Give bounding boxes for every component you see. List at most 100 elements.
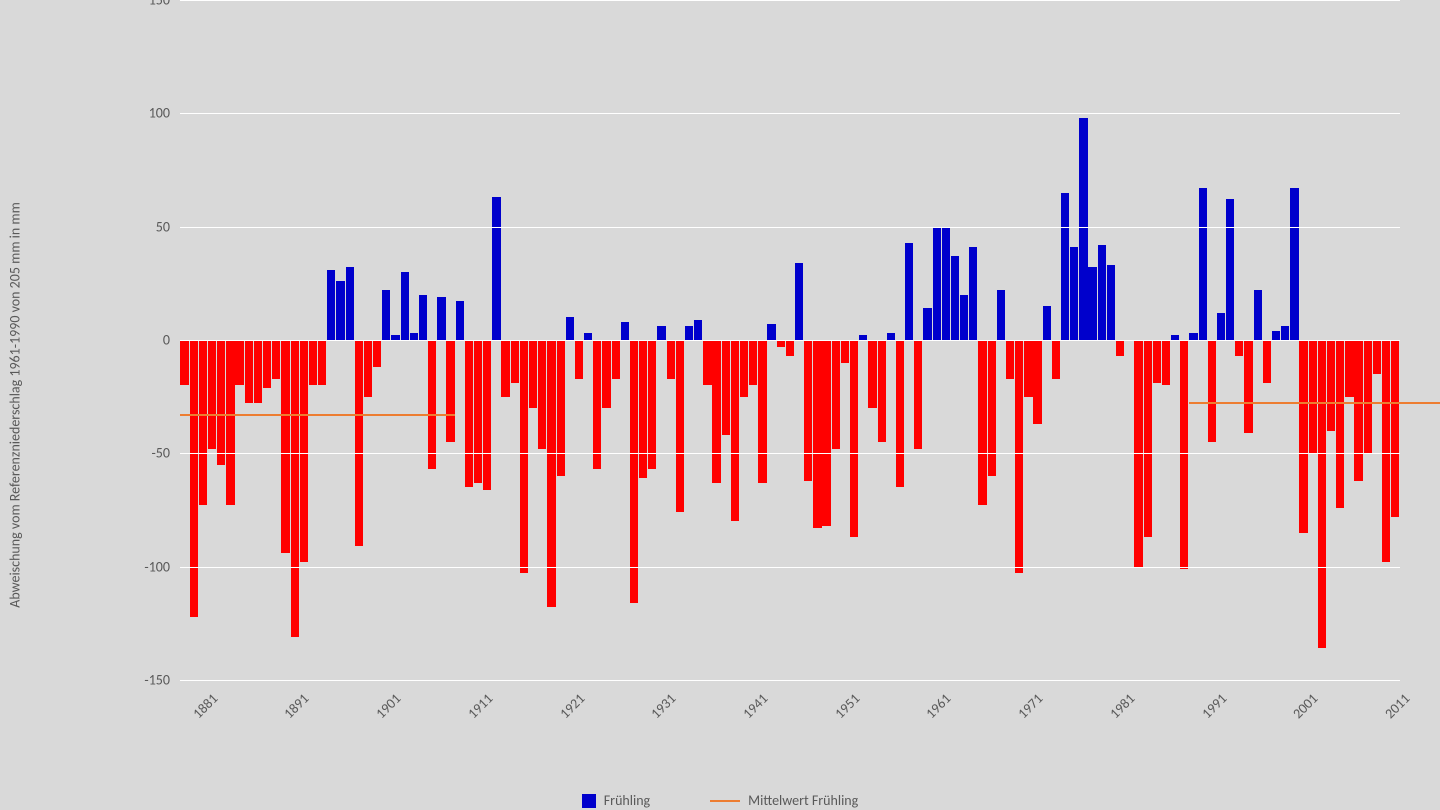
bar <box>712 340 720 483</box>
y-tick-label: 100 <box>149 105 170 122</box>
bar <box>612 340 620 379</box>
bar <box>914 340 922 449</box>
bar <box>804 340 812 481</box>
bar <box>951 256 959 340</box>
bar <box>694 320 702 340</box>
bar <box>520 340 528 573</box>
legend-label-ref: Mittelwert Frühling <box>748 792 858 809</box>
bar <box>373 340 381 367</box>
bar <box>1226 199 1234 340</box>
bar <box>1373 340 1381 374</box>
x-tick-label: 1941 <box>739 690 771 722</box>
bar <box>300 340 308 562</box>
bar <box>1116 340 1124 356</box>
gridline <box>180 567 1400 568</box>
bar <box>1235 340 1243 356</box>
bar <box>401 272 409 340</box>
bar <box>722 340 730 435</box>
bar <box>1061 193 1069 340</box>
bar <box>1006 340 1014 379</box>
bar <box>923 308 931 340</box>
legend-item-series: Frühling <box>582 792 650 809</box>
y-tick-label: 50 <box>156 218 170 235</box>
legend-swatch-series <box>582 794 596 808</box>
bar <box>786 340 794 356</box>
bar <box>566 317 574 340</box>
bar <box>850 340 858 537</box>
bar <box>199 340 207 505</box>
bar <box>657 326 665 340</box>
bar <box>1189 333 1197 340</box>
bar <box>1217 313 1225 340</box>
bar <box>575 340 583 379</box>
bar <box>1208 340 1216 442</box>
bar <box>1263 340 1271 383</box>
reference-mean-line <box>180 414 455 416</box>
bar <box>942 227 950 340</box>
bar <box>364 340 372 397</box>
x-tick-label: 1991 <box>1198 690 1230 722</box>
bar <box>813 340 821 528</box>
x-tick-label: 1901 <box>372 690 404 722</box>
plot-area <box>180 0 1400 680</box>
bar <box>419 295 427 340</box>
bar <box>208 340 216 449</box>
y-tick-label: -150 <box>144 672 170 689</box>
x-tick-label: 1911 <box>464 690 496 722</box>
bar <box>180 340 188 385</box>
bar <box>685 326 693 340</box>
bar <box>731 340 739 521</box>
bar <box>1052 340 1060 379</box>
bar <box>822 340 830 526</box>
bar <box>492 197 500 340</box>
bar <box>272 340 280 379</box>
bar <box>1327 340 1335 431</box>
bar <box>1364 340 1372 453</box>
bar <box>1024 340 1032 397</box>
bar <box>511 340 519 383</box>
bar <box>1336 340 1344 508</box>
bar <box>978 340 986 505</box>
bar <box>1180 340 1188 569</box>
bar <box>905 243 913 340</box>
bar <box>1345 340 1353 397</box>
bar <box>1254 290 1262 340</box>
bar <box>1107 265 1115 340</box>
bar <box>1272 331 1280 340</box>
bar <box>1079 118 1087 340</box>
y-tick-label: 150 <box>149 0 170 9</box>
x-tick-label: 2011 <box>1381 690 1413 722</box>
bar <box>291 340 299 637</box>
bar <box>1153 340 1161 383</box>
bar <box>740 340 748 397</box>
bar <box>309 340 317 385</box>
y-tick-label: -100 <box>144 558 170 575</box>
x-tick-label: 1881 <box>189 690 221 722</box>
bar <box>501 340 509 397</box>
bar <box>758 340 766 483</box>
legend-item-ref: Mittelwert Frühling <box>710 792 858 809</box>
y-tick-label: 0 <box>163 332 170 349</box>
bar <box>437 297 445 340</box>
bar <box>410 333 418 340</box>
bar <box>667 340 675 379</box>
legend: Frühling Mittelwert Frühling <box>0 792 1440 809</box>
bar <box>1299 340 1307 533</box>
bar <box>749 340 757 385</box>
bar <box>483 340 491 490</box>
bar <box>777 340 785 347</box>
gridline <box>180 340 1400 341</box>
bar <box>841 340 849 363</box>
bar <box>1309 340 1317 453</box>
bar <box>245 340 253 403</box>
bar <box>933 227 941 340</box>
bar <box>281 340 289 553</box>
bar <box>254 340 262 403</box>
bar <box>648 340 656 469</box>
reference-mean-line <box>1189 402 1440 404</box>
y-axis-label: Abweischung vom Referenzniederschlag 196… <box>7 202 24 608</box>
bar <box>878 340 886 442</box>
bar <box>1144 340 1152 537</box>
x-tick-label: 1951 <box>831 690 863 722</box>
bar <box>584 333 592 340</box>
